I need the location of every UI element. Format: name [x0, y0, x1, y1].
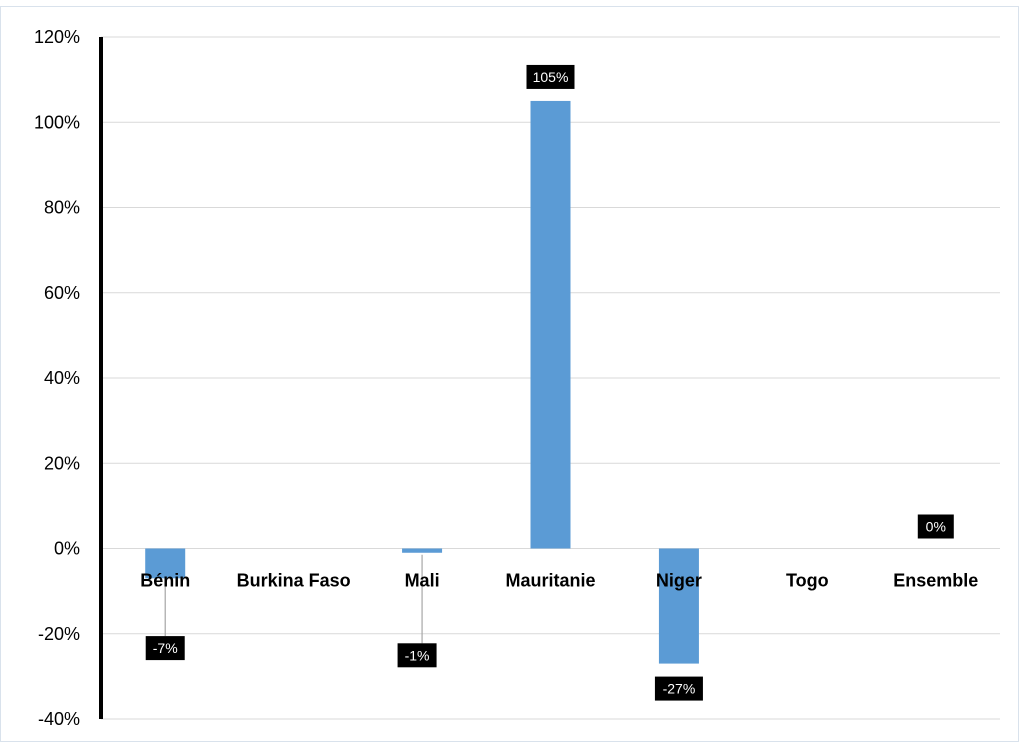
data-label: -1%: [405, 647, 430, 663]
y-tick-label: 60%: [44, 283, 80, 303]
data-label: 0%: [926, 519, 946, 535]
category-label: Togo: [786, 571, 829, 591]
leader-lines: [164, 554, 423, 644]
chart-frame: [0, 6, 1019, 742]
y-tick-label: 40%: [44, 368, 80, 388]
category-label: Mauritanie: [505, 571, 595, 591]
y-tick-label: 80%: [44, 198, 80, 218]
y-tick-label: -40%: [38, 709, 80, 729]
data-label-box: [654, 676, 703, 701]
bar: [145, 548, 186, 579]
y-tick-label: 20%: [44, 453, 80, 473]
category-label: Burkina Faso: [237, 571, 351, 591]
y-tick-label: 100%: [34, 112, 80, 132]
data-label-box: [397, 643, 437, 668]
category-label: Mali: [405, 571, 440, 591]
data-label: -7%: [153, 640, 178, 656]
data-labels: -7% -1% 105% -27% 0%: [145, 64, 954, 701]
bars: [145, 100, 699, 664]
y-tick-label: 120%: [34, 27, 80, 47]
y-tick-labels: -40% -20% 0% 20% 40% 60% 80% 100% 120%: [34, 27, 80, 729]
y-tick-label: 0%: [54, 539, 80, 559]
bar: [658, 548, 699, 664]
category-label: Niger: [656, 571, 702, 591]
category-label: Ensemble: [893, 571, 978, 591]
data-label-box: [917, 514, 954, 539]
bar: [530, 100, 571, 549]
category-label: Bénin: [140, 571, 190, 591]
category-labels: Bénin Burkina Faso Mali Mauritanie Niger Togo…: [140, 571, 978, 591]
y-tick-label: -20%: [38, 624, 80, 644]
data-label: -27%: [663, 681, 696, 697]
bar: [402, 548, 443, 553]
data-label: 105%: [533, 69, 569, 85]
data-label-box: [526, 64, 575, 89]
data-label-box: [145, 636, 185, 661]
